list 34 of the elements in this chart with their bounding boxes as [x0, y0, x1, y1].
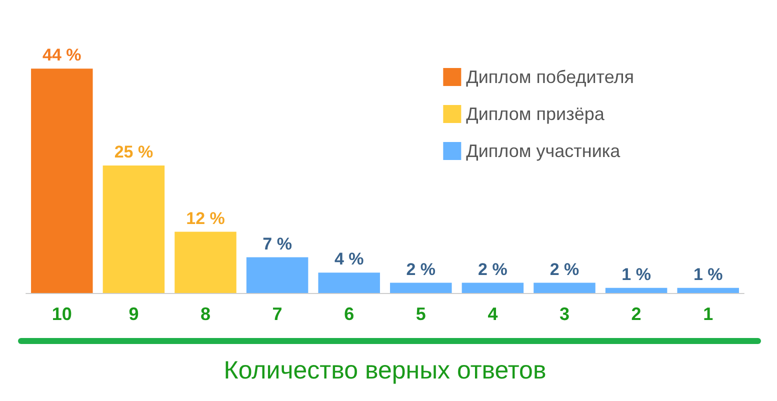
data-label: 2 %: [406, 260, 436, 279]
x-tick-label: 1: [703, 304, 714, 324]
bar: [462, 282, 524, 293]
bar: [677, 288, 739, 293]
x-tick-label: 10: [52, 304, 72, 324]
data-label: 1 %: [693, 264, 723, 284]
data-label: 12 %: [186, 208, 225, 228]
x-tick-label: 7: [272, 304, 282, 324]
x-tick-label: 8: [200, 304, 211, 324]
x-tick-label: 4: [488, 304, 498, 324]
data-label: 7 %: [262, 234, 292, 254]
bar: [605, 288, 668, 293]
x-tick-label: 6: [344, 304, 354, 324]
bar: [246, 257, 308, 293]
bar: [102, 166, 165, 293]
legend-label: Диплом участника: [466, 141, 622, 161]
x-tick-label: 2: [631, 304, 642, 324]
bar: [534, 282, 596, 293]
legend-label: Диплом победителя: [466, 67, 634, 87]
x-tick-label: 9: [128, 304, 139, 324]
x-axis-title: Количество верных ответов: [224, 356, 546, 384]
data-label: 2 %: [550, 260, 580, 279]
bar: [318, 272, 380, 293]
bar: [174, 232, 236, 293]
x-tick-label: 5: [416, 304, 426, 324]
data-label: 1 %: [622, 264, 651, 284]
x-tick-label: 3: [559, 304, 570, 324]
data-label: 44 %: [42, 46, 82, 65]
bar: [390, 282, 452, 293]
data-label: 2 %: [478, 260, 508, 279]
data-label: 4 %: [334, 250, 364, 269]
bar: [31, 68, 93, 293]
data-label: 25 %: [114, 142, 154, 162]
legend-label: Диплом призёра: [466, 104, 606, 124]
